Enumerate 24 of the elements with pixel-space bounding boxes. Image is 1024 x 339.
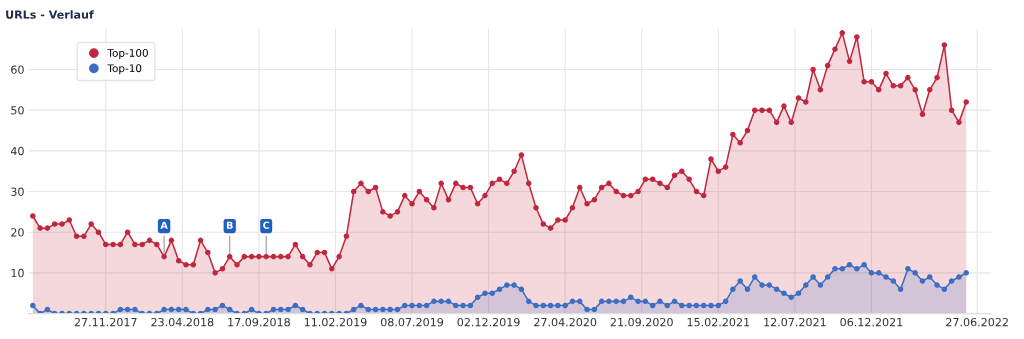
x-tick-label: 27.04.2020 (534, 317, 597, 327)
y-tick-label: 20 (11, 228, 24, 237)
x-tick-label: 08.07.2019 (380, 317, 444, 327)
annotation: A (160, 221, 168, 229)
y-tick-label: 30 (11, 187, 24, 196)
x-tick-label: 27.11.2017 (74, 317, 137, 327)
x-tick-label: 06.12.2021 (840, 317, 903, 327)
y-tick-label: 40 (10, 146, 24, 156)
annotation: B (226, 221, 233, 229)
x-tick-label: 27.06.2022 (946, 317, 1008, 327)
x-tick-label: 12.07.2021 (764, 317, 826, 327)
x-tick-label: 02.12.2019 (457, 317, 520, 327)
x-tick-label: 23.04.2018 (151, 317, 214, 327)
x-tick-label: 11.02.2019 (304, 317, 367, 327)
legend-label: Top-10 (107, 64, 142, 75)
chart-title: URLs - Verlauf (6, 10, 94, 19)
x-tick-label: 21.09.2020 (610, 317, 673, 327)
annotation: C (263, 221, 270, 229)
y-tick-label: 50 (11, 106, 24, 115)
y-tick-label: 10 (11, 268, 24, 278)
x-tick-label: 17.09.2018 (228, 317, 290, 327)
y-tick-label: 60 (11, 65, 24, 74)
x-tick-label: 15.02.2021 (687, 317, 750, 327)
legend-label: Top-100 (107, 49, 148, 59)
